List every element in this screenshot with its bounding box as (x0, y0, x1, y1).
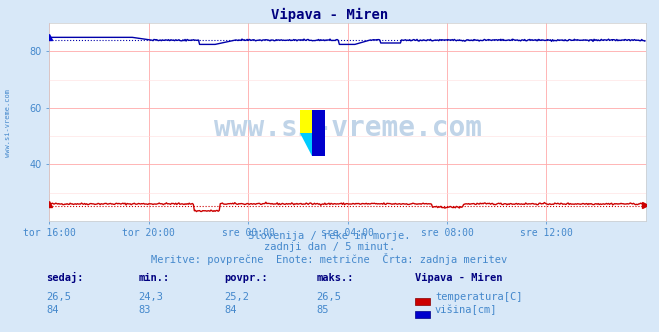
Text: www.si-vreme.com: www.si-vreme.com (214, 114, 482, 142)
Text: Meritve: povprečne  Enote: metrične  Črta: zadnja meritev: Meritve: povprečne Enote: metrične Črta:… (152, 253, 507, 265)
Text: min.:: min.: (138, 273, 169, 283)
Text: Slovenija / reke in morje.: Slovenija / reke in morje. (248, 231, 411, 241)
Text: Vipava - Miren: Vipava - Miren (271, 8, 388, 23)
Text: zadnji dan / 5 minut.: zadnji dan / 5 minut. (264, 242, 395, 252)
Text: www.si-vreme.com: www.si-vreme.com (5, 89, 11, 157)
Polygon shape (312, 110, 325, 156)
Text: 26,5: 26,5 (316, 292, 341, 302)
Text: 24,3: 24,3 (138, 292, 163, 302)
Text: višina[cm]: višina[cm] (435, 305, 498, 315)
Text: 84: 84 (46, 305, 59, 315)
Text: Vipava - Miren: Vipava - Miren (415, 273, 503, 283)
Text: maks.:: maks.: (316, 273, 354, 283)
Text: sedaj:: sedaj: (46, 272, 84, 283)
Polygon shape (300, 110, 312, 133)
Text: 83: 83 (138, 305, 151, 315)
Text: 26,5: 26,5 (46, 292, 71, 302)
Text: 84: 84 (224, 305, 237, 315)
Text: 85: 85 (316, 305, 329, 315)
Polygon shape (300, 133, 312, 156)
Text: temperatura[C]: temperatura[C] (435, 292, 523, 302)
Text: povpr.:: povpr.: (224, 273, 268, 283)
Text: 25,2: 25,2 (224, 292, 249, 302)
